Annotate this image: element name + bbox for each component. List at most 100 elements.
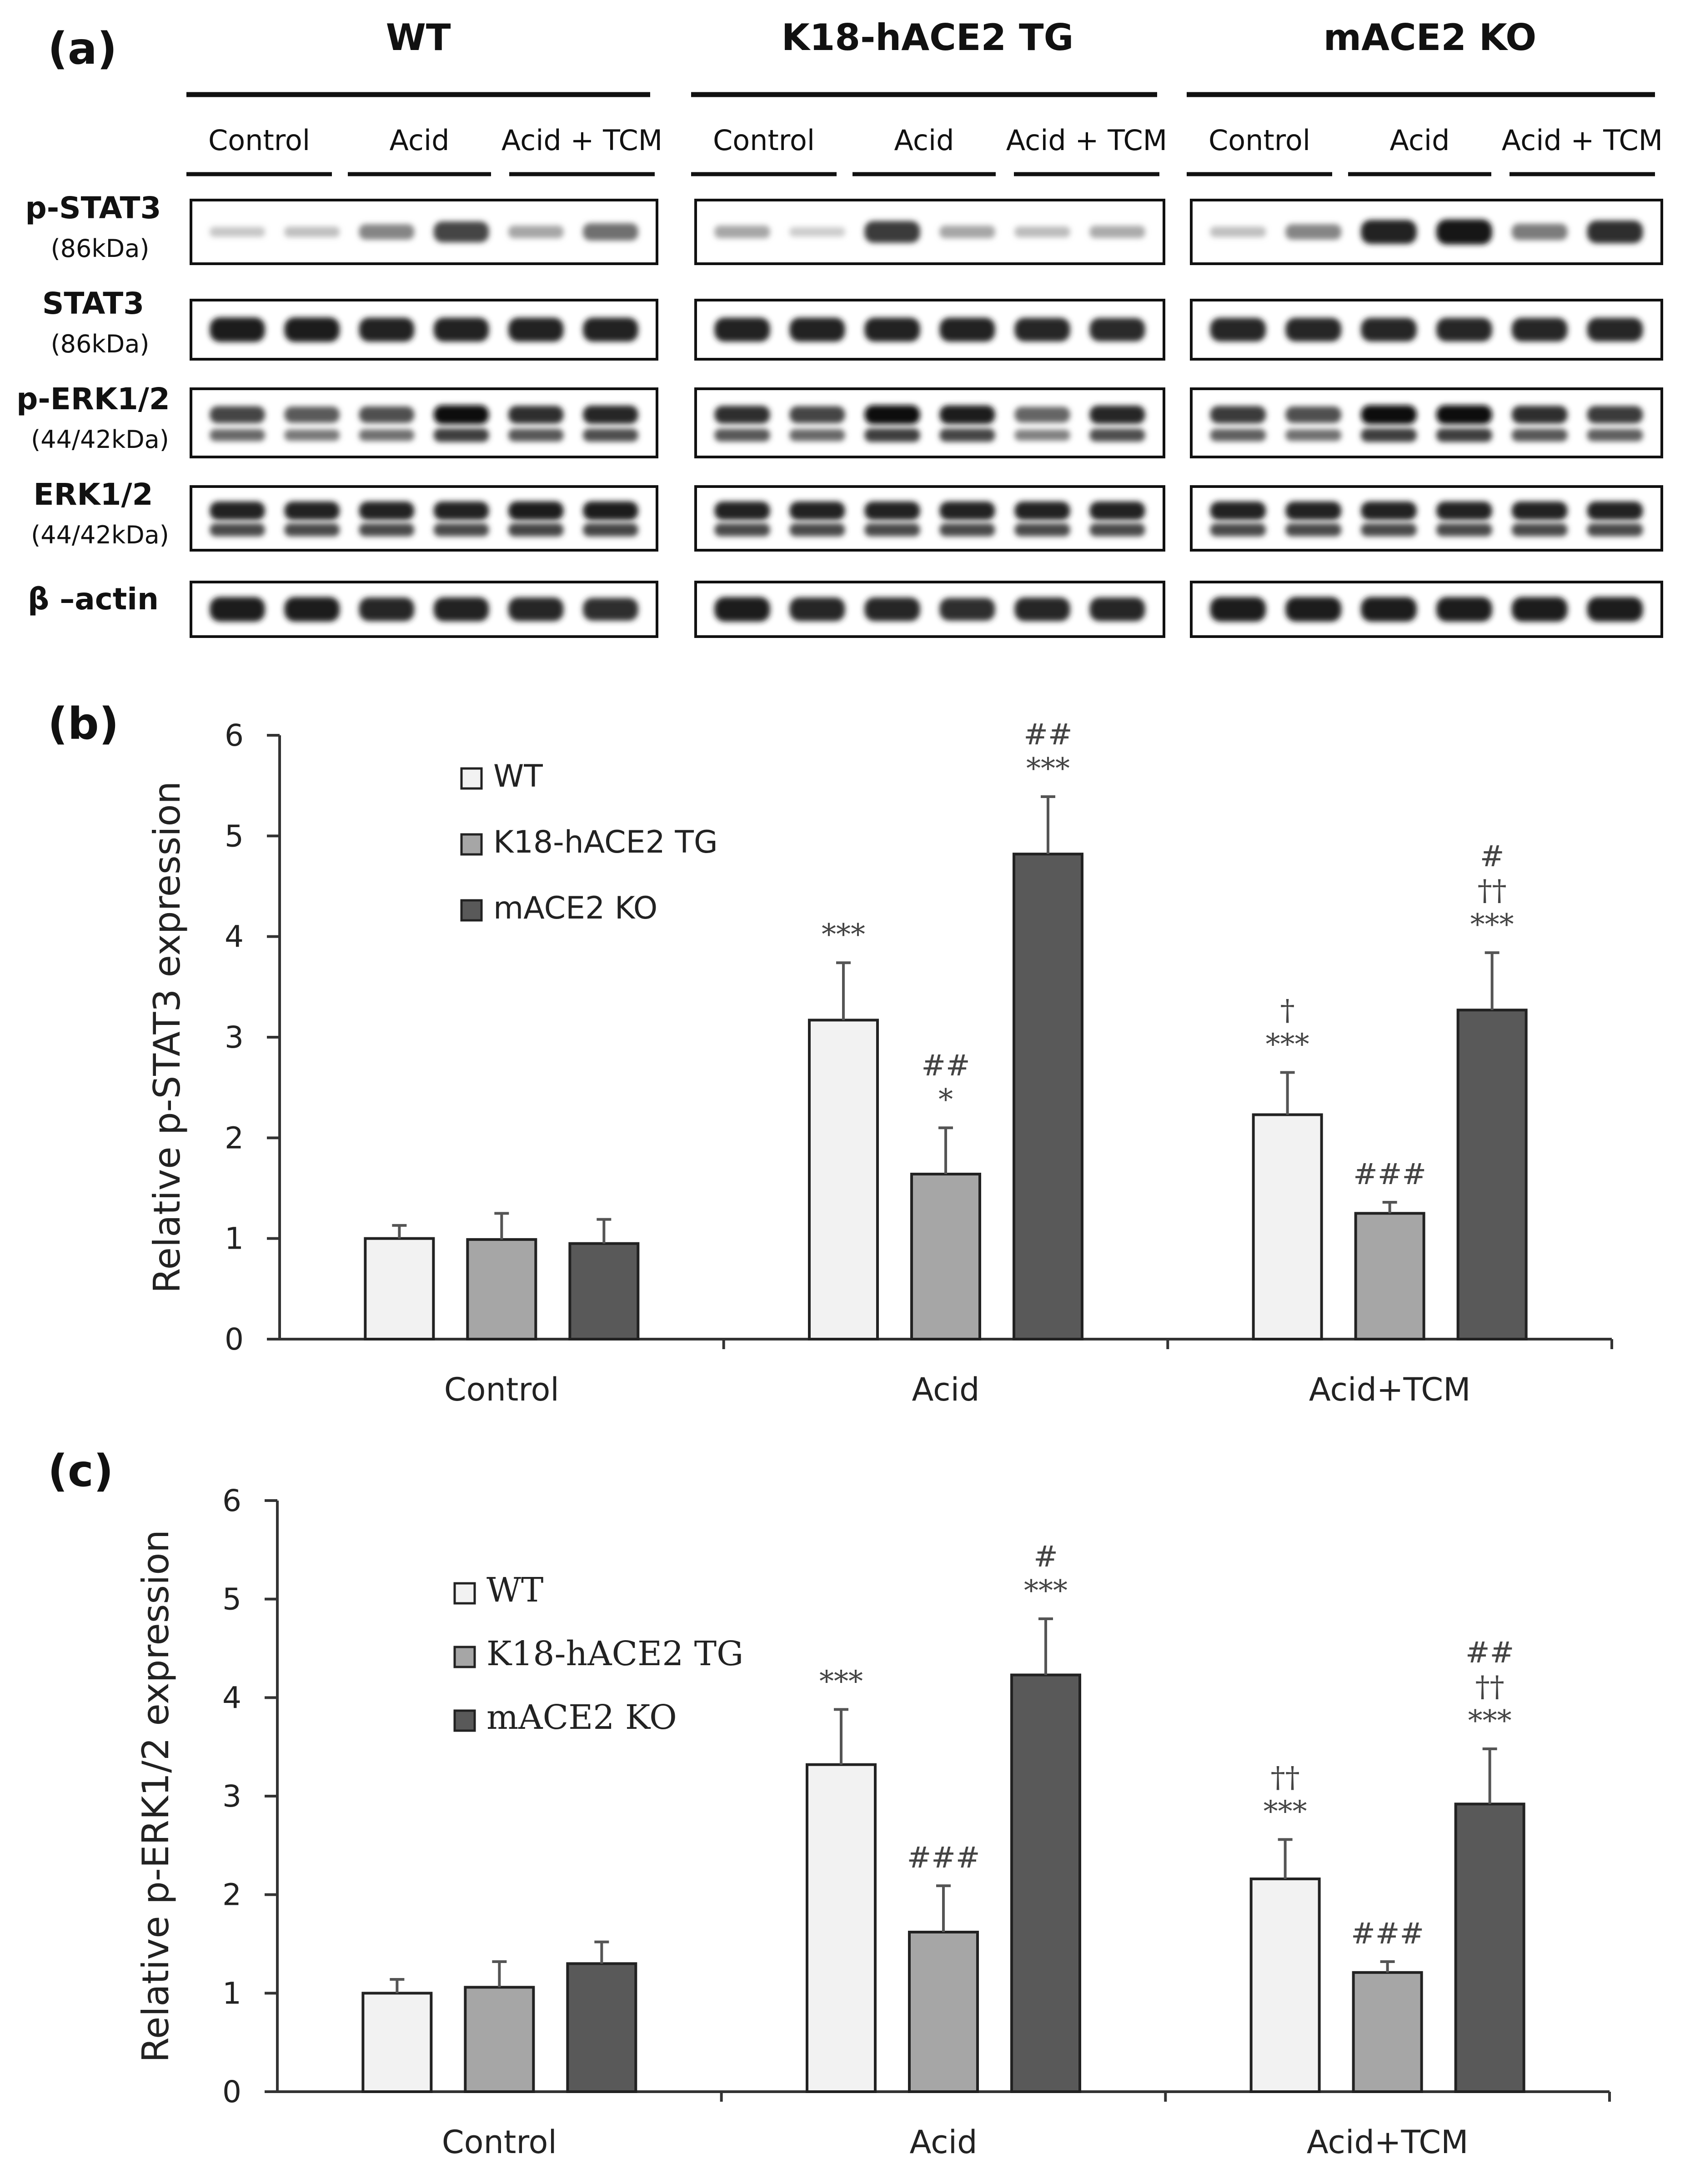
y-tick-label: 4 (225, 919, 244, 954)
blot-band (359, 597, 415, 621)
significance-marker: ### (1353, 1158, 1426, 1191)
molecular-weight-label: (86kDa) (51, 234, 150, 263)
blot-strip (1190, 299, 1663, 361)
blot-band (583, 598, 638, 621)
bar-wt-control (364, 1237, 435, 1341)
blot-band (1587, 429, 1643, 442)
blot-band (1511, 318, 1568, 341)
bar-chart-p-erk: (c) 0 1 2 3 4 5 6 Control Acid Acid+TCM Relative p-… (48, 1446, 1611, 2161)
blot-band (433, 405, 489, 424)
molecular-weight-label: (86kDa) (51, 330, 150, 358)
blot-band (210, 429, 265, 442)
blot-band (359, 317, 415, 342)
blot-band (508, 501, 564, 520)
blot-band (508, 523, 564, 537)
y-tick-label: 4 (222, 1680, 241, 1715)
legend-label-k18-hace2-tg: K18-hACE2 TG (493, 824, 718, 860)
bar-k18-hace2-tg-acid (908, 1931, 979, 2093)
western-blot-panel: (a) WT Control Acid Acid + TCM K18-hACE2 TG Co… (16, 16, 1663, 638)
blot-band (433, 597, 489, 622)
blot-band (1436, 405, 1492, 424)
bar-chart-p-stat3: (b) 0 1 2 3 4 5 6 Control Acid Acid+TCM Relative p-… (48, 698, 1613, 1408)
panel-label: (c) (48, 1446, 114, 1496)
blot-band (1361, 428, 1417, 442)
blot-band (210, 227, 265, 237)
blot-band (1014, 501, 1070, 520)
blot-band (1436, 219, 1492, 245)
blot-band (1089, 405, 1145, 424)
y-tick-label: 2 (225, 1120, 244, 1155)
blot-band (789, 501, 845, 520)
protein-label-actin: β –actin (28, 582, 159, 617)
blot-strip (694, 387, 1165, 458)
blot-band (1089, 597, 1145, 621)
significance-marker: †† (1475, 1670, 1504, 1704)
blot-strip (190, 299, 658, 361)
blot-strip (190, 387, 658, 458)
blot-band (939, 405, 995, 424)
blot-band (1285, 523, 1342, 537)
bar-k18-hace2-tg-control (466, 1238, 537, 1341)
blot-band (210, 597, 265, 622)
legend-label-mace2-ko: mACE2 KO (493, 890, 657, 926)
blot-band (1361, 220, 1417, 244)
blot-band (1511, 406, 1568, 424)
blot-band (1511, 501, 1568, 520)
condition-label-acid-tcm: Acid + TCM (501, 124, 662, 157)
y-tick-label: 0 (225, 1322, 244, 1357)
blot-band (1014, 407, 1070, 423)
legend-label-k18-hace2-tg: K18-hACE2 TG (486, 1634, 743, 1673)
significance-marker: * (938, 1083, 953, 1117)
blot-band (359, 406, 415, 423)
blot-band (864, 523, 920, 537)
blot-band (433, 501, 489, 520)
blot-band (789, 523, 845, 537)
significance-marker: ### (1351, 1917, 1424, 1951)
blot-band (1210, 597, 1266, 622)
blot-band (583, 223, 638, 241)
blot-band (1285, 406, 1342, 423)
blot-band (1361, 501, 1417, 520)
blot-band (284, 407, 340, 423)
blot-band (864, 597, 920, 621)
bar-wt-acid (806, 1763, 877, 2094)
blot-band (1285, 501, 1342, 520)
blot-band (1210, 429, 1266, 442)
bar-mace2-ko-acid (1010, 1673, 1081, 2093)
significance-marker: †† (1478, 874, 1507, 908)
blot-band (508, 226, 564, 238)
blot-strip (694, 199, 1165, 265)
protein-label-stat3: STAT3 (42, 286, 144, 321)
molecular-weight-label: (44/42kDa) (31, 521, 169, 549)
legend-swatch-mace2-ko (453, 1709, 476, 1732)
blot-band (1285, 429, 1342, 441)
significance-marker: # (1033, 1540, 1058, 1574)
y-tick-label: 3 (225, 1020, 244, 1055)
blot-band (789, 597, 845, 621)
blot-band (714, 523, 770, 537)
blot-band (359, 501, 415, 520)
blot-strip (694, 581, 1165, 638)
blot-band (1014, 429, 1070, 441)
y-tick-label: 5 (222, 1582, 241, 1617)
blot-band (1285, 318, 1342, 341)
blot-band (359, 523, 415, 537)
significance-marker: *** (1026, 752, 1070, 786)
legend-swatch-wt (460, 767, 483, 790)
blot-band (789, 317, 845, 342)
significance-marker: *** (1264, 1795, 1307, 1828)
blot-strip (1190, 387, 1663, 458)
blot-band (1511, 523, 1568, 537)
blot-strip (190, 581, 658, 638)
blot-band (210, 523, 265, 537)
condition-label-acid: Acid (1390, 124, 1450, 157)
blot-band (508, 597, 564, 621)
significance-marker: ## (1465, 1636, 1514, 1670)
y-tick-label: 3 (222, 1779, 241, 1814)
group-title-mace2-ko: mACE2 KO (1324, 16, 1537, 59)
blot-band (284, 597, 340, 622)
legend-label-wt: WT (493, 758, 543, 794)
condition-label-acid: Acid (390, 124, 450, 157)
significance-marker: † (1280, 994, 1295, 1027)
group-title-wt: WT (386, 16, 451, 59)
